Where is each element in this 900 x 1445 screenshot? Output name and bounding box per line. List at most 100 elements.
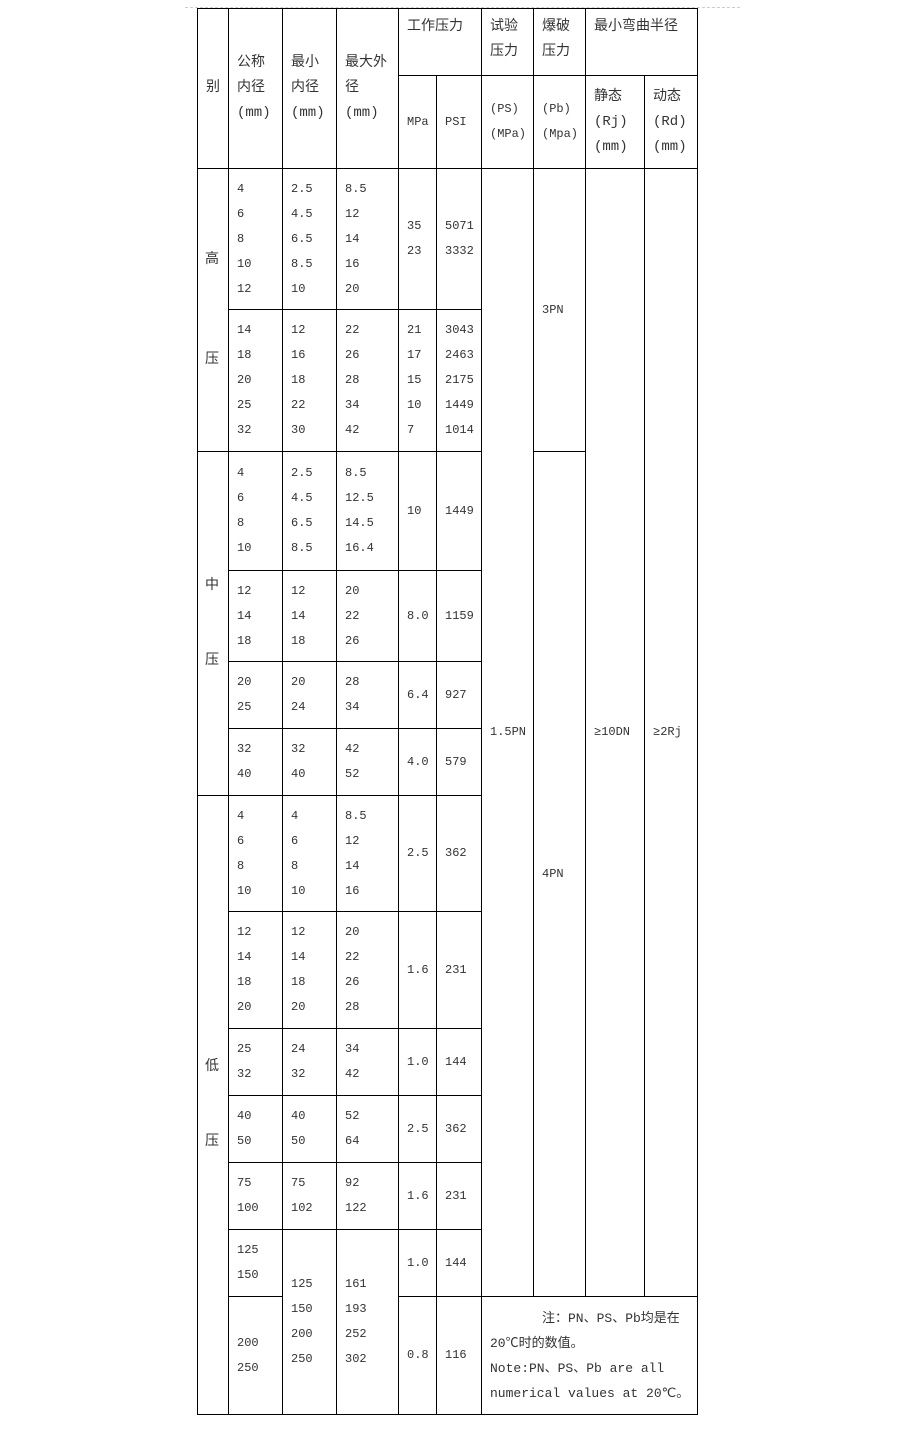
cell-max-od: 92 122 <box>336 1162 399 1230</box>
cell-max-od: 20 22 26 <box>336 570 399 662</box>
category-medium-pressure: 中 压 <box>197 451 229 796</box>
cell-max-od: 161 193 252 302 <box>336 1229 399 1415</box>
cell-psi: 579 <box>436 728 482 796</box>
cell-psi: 1449 <box>436 451 482 571</box>
cell-psi: 1159 <box>436 570 482 662</box>
table-row: 200 250 0.8 116 注：PN、PS、Pb均是在20℃时的数值。 Note… <box>198 1296 698 1415</box>
cell-min-id: 2.5 4.5 6.5 8.5 10 <box>282 168 337 310</box>
header-burst-unit: (Pb) (Mpa) <box>533 75 586 169</box>
cell-nominal-id: 75 100 <box>228 1162 283 1230</box>
cell-max-od: 42 52 <box>336 728 399 796</box>
header-mpa: MPa <box>398 75 437 169</box>
cell-min-id: 40 50 <box>282 1095 337 1163</box>
cell-psi: 5071 3332 <box>436 168 482 310</box>
cell-mpa: 1.6 <box>398 911 437 1029</box>
cell-psi: 144 <box>436 1028 482 1096</box>
header-min-id: 最小 内径 (mm) <box>282 8 337 169</box>
cell-mpa: 10 <box>398 451 437 571</box>
cell-max-od: 8.5 12 14 16 20 <box>336 168 399 310</box>
table-row: 20 25 20 24 28 34 6.4 927 <box>198 661 698 729</box>
top-divider <box>185 7 740 8</box>
header-working-pressure: 工作压力 <box>398 8 482 76</box>
cell-psi: 231 <box>436 911 482 1029</box>
cell-psi: 144 <box>436 1229 482 1297</box>
header-min-bend-radius: 最小弯曲半径 <box>585 8 698 76</box>
header-category: 别 <box>197 8 229 169</box>
cell-mpa: 4.0 <box>398 728 437 796</box>
table-row: 125 150 125 150 200 250 161 193 252 302 1.0… <box>198 1229 698 1415</box>
cell-mpa: 35 23 <box>398 168 437 310</box>
cell-mpa: 2.5 <box>398 795 437 912</box>
cell-min-id: 20 24 <box>282 661 337 729</box>
cell-static-radius: ≥10DN <box>585 168 645 1297</box>
cell-nominal-id: 125 150 <box>228 1229 283 1297</box>
cell-mpa: 6.4 <box>398 661 437 729</box>
cell-nominal-id: 25 32 <box>228 1028 283 1096</box>
cell-psi: 362 <box>436 795 482 912</box>
table-row: 32 40 32 40 42 52 4.0 579 <box>198 728 698 796</box>
header-nominal-id: 公称 内径 (mm) <box>228 8 283 169</box>
cell-max-od: 52 64 <box>336 1095 399 1163</box>
cell-max-od: 28 34 <box>336 661 399 729</box>
cell-psi: 927 <box>436 661 482 729</box>
cell-min-id: 2.5 4.5 6.5 8.5 <box>282 451 337 571</box>
cell-mpa: 0.8 <box>398 1296 437 1415</box>
cell-test-pressure: 1.5PN <box>481 168 534 1297</box>
header-test-unit: (PS) (MPa) <box>481 75 534 169</box>
header-psi: PSI <box>436 75 482 169</box>
cell-nominal-id: 200 250 <box>228 1296 283 1415</box>
cell-nominal-id: 4 6 8 10 <box>228 795 283 912</box>
cell-nominal-id: 12 14 18 <box>228 570 283 662</box>
cell-mpa: 2.5 <box>398 1095 437 1163</box>
cell-nominal-id: 20 25 <box>228 661 283 729</box>
cell-min-id: 75 102 <box>282 1162 337 1230</box>
table-row: 12 14 18 20 12 14 18 20 20 22 26 28 1.6 231 <box>198 911 698 1029</box>
cell-nominal-id: 40 50 <box>228 1095 283 1163</box>
header-static-radius: 静态 (Rj) (mm) <box>585 75 645 169</box>
cell-nominal-id: 14 18 20 25 32 <box>228 309 283 452</box>
header-row: 别公称 内径 (mm) 最小 内径 (mm) 最大外 径 (mm) 工作压力 试验 压力… <box>197 8 698 169</box>
cell-max-od: 8.5 12 14 16 <box>336 795 399 912</box>
cell-psi: 362 <box>436 1095 482 1163</box>
category-low-pressure: 低 压 <box>197 795 229 1415</box>
table-row: 12 14 18 12 14 18 20 22 26 8.0 1159 <box>198 570 698 662</box>
category-high-pressure: 高 压 <box>197 168 229 452</box>
table-row: 75 100 75 102 92 122 1.6 231 <box>198 1162 698 1230</box>
header-burst-pressure: 爆破 压力 <box>533 8 586 76</box>
header-dynamic-radius: 动态 (Rd) (mm) <box>644 75 698 169</box>
cell-min-id: 12 14 18 20 <box>282 911 337 1029</box>
cell-mpa: 1.6 <box>398 1162 437 1230</box>
header-row: MPa PSI (PS) (MPa) (Pb) (Mpa) 静态 (Rj) (mm) 动态… <box>198 75 698 169</box>
cell-psi: 231 <box>436 1162 482 1230</box>
cell-nominal-id: 32 40 <box>228 728 283 796</box>
cell-min-id: 32 40 <box>282 728 337 796</box>
cell-max-od: 8.5 12.5 14.5 16.4 <box>336 451 399 571</box>
header-test-pressure: 试验 压力 <box>481 8 534 76</box>
cell-psi: 116 <box>436 1296 482 1415</box>
cell-mpa: 21 17 15 10 7 <box>398 309 437 452</box>
cell-psi: 3043 2463 2175 1449 1014 <box>436 309 482 452</box>
cell-min-id: 24 32 <box>282 1028 337 1096</box>
cell-max-od: 34 42 <box>336 1028 399 1096</box>
cell-burst-high: 3PN <box>533 168 586 452</box>
cell-mpa: 1.0 <box>398 1028 437 1096</box>
header-max-od: 最大外 径 (mm) <box>336 8 399 169</box>
cell-mpa: 1.0 <box>398 1229 437 1297</box>
cell-min-id: 12 16 18 22 30 <box>282 309 337 452</box>
cell-dynamic-radius: ≥2Rj <box>644 168 698 1297</box>
cell-burst-low: 4PN <box>533 451 586 1297</box>
cell-max-od: 20 22 26 28 <box>336 911 399 1029</box>
hose-spec-table: 别公称 内径 (mm) 最小 内径 (mm) 最大外 径 (mm) 工作压力 试验 压力… <box>197 8 698 1415</box>
table-row: 14 18 20 25 32 12 16 18 22 30 22 26 28 34 … <box>198 309 698 452</box>
cell-nominal-id: 12 14 18 20 <box>228 911 283 1029</box>
cell-max-od: 22 26 28 34 42 <box>336 309 399 452</box>
footnote: 注：PN、PS、Pb均是在20℃时的数值。 Note:PN、PS、Pb are … <box>481 1296 698 1415</box>
cell-min-id: 12 14 18 <box>282 570 337 662</box>
cell-mpa: 8.0 <box>398 570 437 662</box>
table-row: 25 32 24 32 34 42 1.0 144 <box>198 1028 698 1096</box>
cell-nominal-id: 4 6 8 10 12 <box>228 168 283 310</box>
cell-min-id: 125 150 200 250 <box>282 1229 337 1415</box>
cell-min-id: 4 6 8 10 <box>282 795 337 912</box>
